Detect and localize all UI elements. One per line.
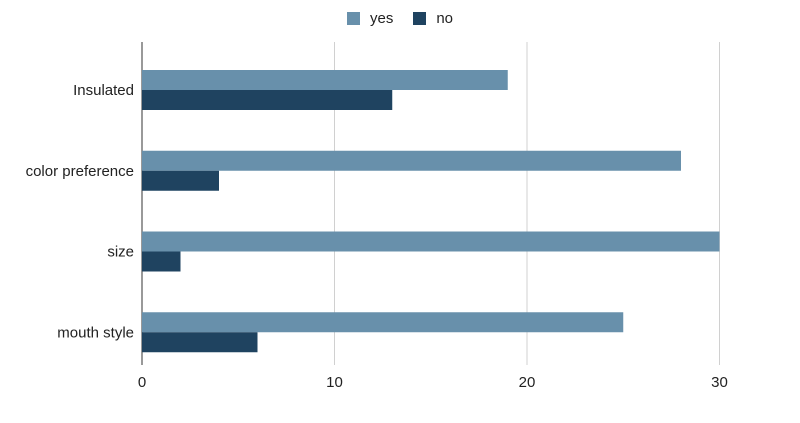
legend-label-no: no xyxy=(436,10,454,27)
x-tick-label-10: 10 xyxy=(326,374,343,391)
y-category-label: Insulated xyxy=(73,82,134,99)
x-tick-label-0: 0 xyxy=(138,374,146,391)
y-category-label: color preference xyxy=(26,163,134,180)
bar-no-mouth-style xyxy=(142,332,258,353)
bar-yes-insulated xyxy=(142,70,508,90)
bar-no-color-preference xyxy=(142,170,219,191)
bar-no-size xyxy=(142,251,181,272)
y-category-label: size xyxy=(107,244,134,261)
legend-item-no[interactable]: no xyxy=(413,10,453,27)
legend: yes no xyxy=(0,10,800,27)
legend-item-yes[interactable]: yes xyxy=(346,10,394,27)
x-tick-label-20: 20 xyxy=(519,374,536,391)
legend-swatch-no xyxy=(413,12,427,25)
bar-no-insulated xyxy=(142,90,393,110)
y-category-label: mouth style xyxy=(57,324,134,341)
legend-label-yes: yes xyxy=(369,10,394,27)
bar-yes-color-preference xyxy=(142,150,681,171)
bar-yes-size xyxy=(142,231,720,252)
legend-swatch-yes xyxy=(346,12,360,25)
bar-yes-mouth-style xyxy=(142,312,624,333)
x-tick-label-30: 30 xyxy=(711,374,728,391)
